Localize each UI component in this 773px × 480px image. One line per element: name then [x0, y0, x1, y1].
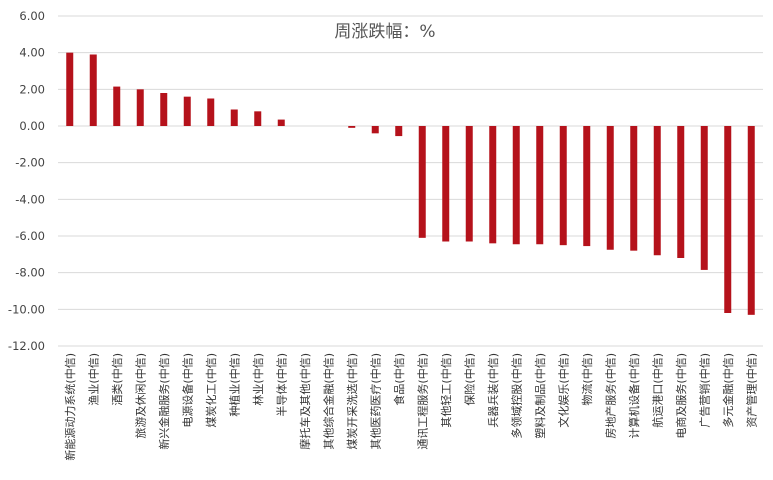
bar [254, 111, 262, 126]
y-tick-label: -12.00 [8, 339, 45, 353]
x-tick-label: 新能源动力系统(中信) [63, 353, 77, 461]
bar [630, 126, 638, 251]
bar [395, 126, 403, 137]
x-tick-label: 酒类(中信) [110, 353, 124, 406]
bar [559, 126, 567, 246]
bar [348, 126, 356, 128]
bar [536, 126, 544, 245]
x-tick-label: 塑料及制品(中信) [533, 353, 547, 439]
bar [489, 126, 497, 244]
y-tick-label: -2.00 [15, 156, 45, 170]
x-tick-label: 摩托车及其他(中信) [298, 353, 312, 450]
x-tick-label: 通讯工程服务(中信) [416, 353, 429, 450]
y-tick-label: -10.00 [8, 302, 45, 316]
bar [606, 126, 614, 250]
chart-title: 周涨跌幅：% [334, 22, 435, 42]
y-tick-label: 0.00 [19, 119, 45, 133]
x-tick-label: 新兴金融服务(中信) [157, 353, 171, 450]
bar [183, 96, 191, 126]
x-tick-label: 资产管理(中信) [744, 353, 758, 428]
bar [113, 86, 121, 126]
bar [700, 126, 708, 270]
y-tick-label: 6.00 [19, 9, 45, 23]
bar [442, 126, 450, 242]
bar [418, 126, 426, 238]
bar [512, 126, 520, 245]
x-tick-label: 多元金融(中信) [721, 353, 735, 428]
x-tick-label: 电商及服务(中信) [674, 353, 688, 439]
x-tick-label: 煤炭化工(中信) [204, 353, 218, 428]
x-tick-label: 种植业(中信) [227, 353, 241, 417]
x-tick-label: 兵器兵装(中信) [487, 353, 500, 428]
x-tick-label: 保险(中信) [462, 353, 476, 406]
x-tick-label: 计算机设备(中信) [627, 353, 641, 439]
bar [230, 109, 238, 126]
bar [583, 126, 591, 247]
x-tick-label: 旅游及休闲(中信) [133, 353, 147, 439]
x-tick-label: 房地产服务(中信) [603, 353, 617, 439]
x-tick-label: 物流(中信) [580, 353, 594, 406]
x-tick-label: 文化娱乐(中信) [556, 353, 570, 428]
x-tick-label: 食品(中信) [392, 353, 406, 406]
x-tick-label: 其他轻工(中信) [439, 353, 453, 428]
y-tick-label: -6.00 [15, 229, 45, 243]
x-tick-label: 煤炭开采洗选(中信) [346, 353, 359, 450]
x-tick-label: 半导体(中信) [274, 353, 288, 417]
x-tick-label: 其他医药医疗(中信) [368, 353, 382, 450]
bar [277, 119, 285, 126]
x-tick-label: 渔业(中信) [87, 353, 100, 406]
bar [747, 126, 755, 315]
bar [136, 89, 144, 126]
bar [371, 126, 379, 134]
bar [207, 98, 215, 126]
bar [160, 93, 168, 126]
bar [465, 126, 473, 242]
y-tick-label: -8.00 [15, 266, 45, 280]
bar [89, 54, 97, 126]
bar [66, 52, 74, 126]
bar [653, 126, 661, 256]
y-tick-label: -4.00 [15, 192, 45, 206]
x-tick-label: 航运港口(中信) [650, 353, 664, 428]
bar [724, 126, 732, 313]
x-tick-label: 林业(中信) [251, 353, 265, 406]
x-tick-label: 多领域控股(中信) [509, 353, 523, 439]
x-tick-label: 电源设备(中信) [180, 353, 194, 428]
x-tick-label: 广告营销(中信) [697, 353, 711, 428]
bar [677, 126, 685, 258]
y-tick-label: 4.00 [19, 46, 45, 60]
y-tick-label: 2.00 [19, 82, 45, 96]
x-tick-label: 其他综合金融(中信) [321, 353, 335, 450]
